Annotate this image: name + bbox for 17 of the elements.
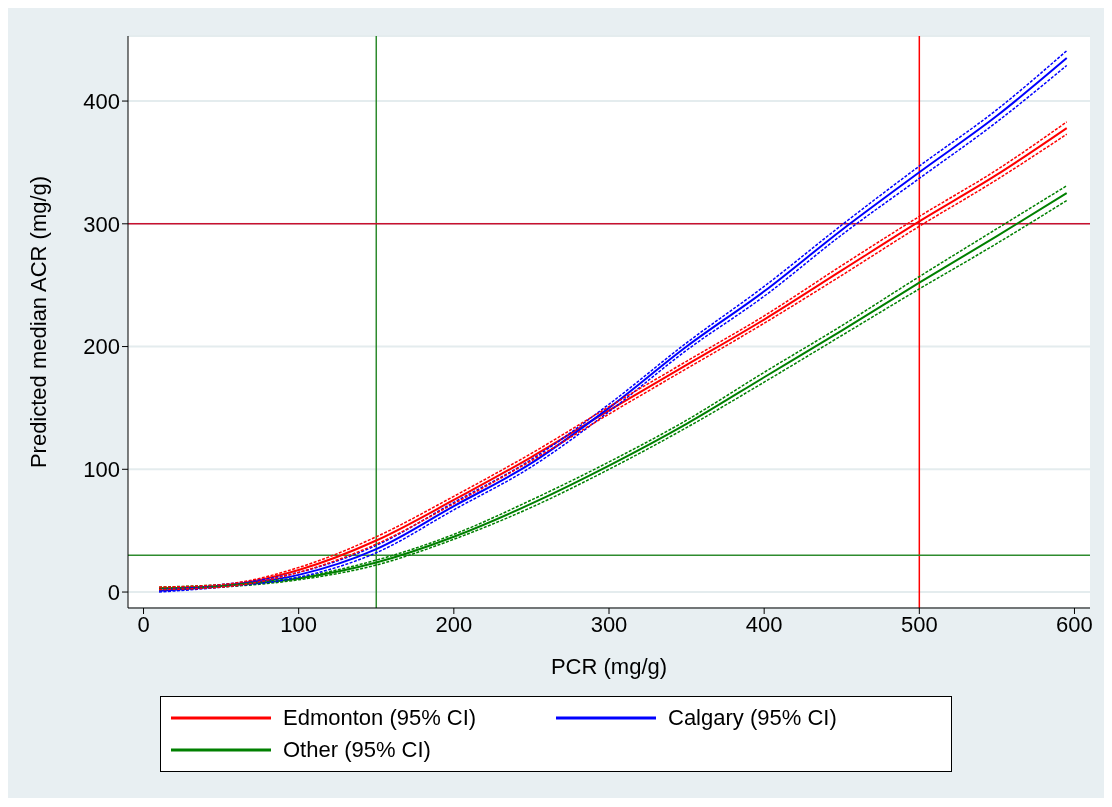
y-axis-title: Predicted median ACR (mg/g)	[25, 175, 51, 469]
x-tick-label: 400	[745, 611, 783, 637]
y-tick-label: 300	[83, 211, 120, 237]
legend-label: Other (95% CI)	[283, 737, 431, 763]
legend-label: Calgary (95% CI)	[668, 705, 837, 731]
y-tick-label: 400	[83, 88, 120, 114]
legend-label: Edmonton (95% CI)	[283, 705, 477, 731]
x-axis-title: PCR (mg/g)	[550, 654, 668, 679]
y-tick-label: 0	[107, 579, 120, 605]
x-tick-label: 600	[1056, 611, 1093, 637]
x-tick-label: 100	[280, 611, 318, 637]
y-tick-label: 200	[83, 334, 120, 360]
x-tick-label: 200	[435, 611, 473, 637]
x-tick-label: 0	[137, 611, 150, 637]
x-tick-label: 300	[590, 611, 628, 637]
y-tick-label: 100	[83, 457, 120, 483]
x-tick-label: 500	[900, 611, 938, 637]
